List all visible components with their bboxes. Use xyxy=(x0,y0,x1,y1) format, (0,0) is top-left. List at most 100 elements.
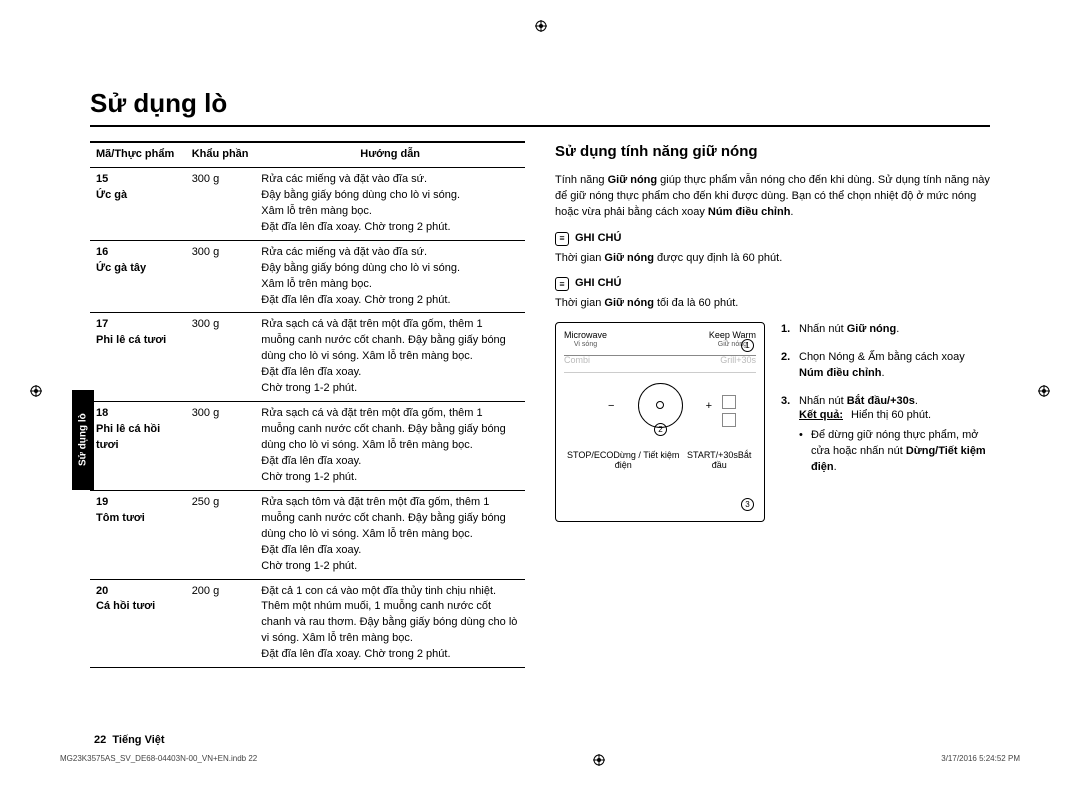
note-icon: ≡ xyxy=(555,232,569,246)
panel-start: START/+30sBắt đầu xyxy=(682,451,756,471)
side-tab: Sử dụng lò xyxy=(72,390,94,490)
cell-portion: 250 g xyxy=(186,490,256,579)
text: START/+30s xyxy=(687,450,738,460)
cell-portion: 300 g xyxy=(186,240,256,313)
table-row: 16Ức gà tây300 gRửa các miếng và đặt vào… xyxy=(90,240,525,313)
table-row: 17Phi lê cá tươi300 gRửa sạch cá và đặt … xyxy=(90,313,525,402)
table-row: 15Ức gà300 gRửa các miếng và đặt vào đĩa… xyxy=(90,167,525,240)
text: tối đa là 60 phút. xyxy=(654,297,738,309)
text: Thời gian xyxy=(555,252,604,264)
panel-dial-area: − + xyxy=(564,383,756,428)
page: Sử dụng lò Sử dụng lò Mã/Thực phẩm Khẩu … xyxy=(0,0,1080,788)
cell-code: 18Phi lê cá hồi tươi xyxy=(90,402,186,491)
lock-icon xyxy=(718,395,736,413)
text: Dừng / Tiết kiệm điện xyxy=(613,450,679,470)
text: Vi sóng xyxy=(564,341,607,349)
page-title: Sử dụng lò xyxy=(90,88,1020,119)
panel-grill: Grill+30s xyxy=(720,356,756,366)
cell-guide: Rửa các miếng và đặt vào đĩa sứ.Đậy bằng… xyxy=(255,240,525,313)
print-footline: MG23K3575AS_SV_DE68-04403N-00_VN+EN.indb… xyxy=(60,754,1020,766)
cell-guide: Rửa các miếng và đặt vào đĩa sứ.Đậy bằng… xyxy=(255,167,525,240)
text: Nhấn nút xyxy=(799,323,847,335)
cell-code: 19Tôm tươi xyxy=(90,490,186,579)
light-icon xyxy=(718,413,736,431)
page-footer: 22 Tiếng Việt xyxy=(94,734,165,746)
text: . xyxy=(915,395,918,407)
cell-portion: 300 g xyxy=(186,313,256,402)
table-row: 20Cá hồi tươi200 gĐặt cả 1 con cá vào mộ… xyxy=(90,579,525,668)
callout-3: 3 xyxy=(741,498,754,511)
text: Tính năng xyxy=(555,174,608,186)
dial-icon xyxy=(638,383,683,428)
note-label: GHI CHÚ xyxy=(575,231,621,247)
step-1: 1.Nhấn nút Giữ nóng. xyxy=(799,322,990,338)
minus-icon: − xyxy=(608,399,614,415)
cell-guide: Đặt cả 1 con cá vào một đĩa thủy tinh ch… xyxy=(255,579,525,668)
crop-mark-icon xyxy=(1038,385,1050,397)
th-guide: Hướng dẫn xyxy=(255,142,525,167)
cell-portion: 300 g xyxy=(186,167,256,240)
text: Chọn Nóng & Ấm bằng cách xoay xyxy=(799,351,965,363)
cell-code: 20Cá hồi tươi xyxy=(90,579,186,668)
page-number: 22 xyxy=(94,734,106,746)
text: Núm điều chỉnh xyxy=(799,367,882,379)
right-column: Sử dụng tính năng giữ nóng Tính năng Giữ… xyxy=(555,141,990,668)
text: . xyxy=(882,367,885,379)
note-text-2: Thời gian Giữ nóng tối đa là 60 phút. xyxy=(555,296,990,312)
text: Microwave xyxy=(564,330,607,340)
cell-portion: 200 g xyxy=(186,579,256,668)
note-icon: ≡ xyxy=(555,277,569,291)
crop-mark-icon xyxy=(593,754,605,766)
text: Giữ nóng xyxy=(608,174,658,186)
title-rule xyxy=(90,125,990,127)
crop-mark-icon xyxy=(30,385,42,397)
note-heading: ≡ GHI CHÚ xyxy=(555,231,990,247)
text: Nhấn nút xyxy=(799,395,847,407)
cell-portion: 300 g xyxy=(186,402,256,491)
text: được quy định là 60 phút. xyxy=(654,252,782,264)
text: Núm điều chỉnh xyxy=(708,206,791,218)
panel-row: MicrowaveVi sóng Keep WarmGiữ nóng Combi… xyxy=(555,322,990,522)
cell-code: 17Phi lê cá tươi xyxy=(90,313,186,402)
cell-guide: Rửa sạch cá và đặt trên một đĩa gốm, thê… xyxy=(255,313,525,402)
steps-list: 1.Nhấn nút Giữ nóng. 2.Chọn Nóng & Ấm bằ… xyxy=(781,322,990,522)
text: Giữ nóng xyxy=(604,252,654,264)
cell-guide: Rửa sạch tôm và đặt trên một đĩa gốm, th… xyxy=(255,490,525,579)
cell-code: 16Ức gà tây xyxy=(90,240,186,313)
th-code: Mã/Thực phẩm xyxy=(90,142,186,167)
text: Bắt đầu/+30s xyxy=(847,395,915,407)
panel-stop: STOP/ECODừng / Tiết kiệm điện xyxy=(564,451,682,471)
cell-guide: Rửa sạch cá và đặt trên một đĩa gốm, thê… xyxy=(255,402,525,491)
crop-mark-icon xyxy=(535,20,547,32)
note-label: GHI CHÚ xyxy=(575,276,621,292)
food-table: Mã/Thực phẩm Khẩu phần Hướng dẫn 15Ức gà… xyxy=(90,141,525,668)
text: Giữ nóng xyxy=(604,297,654,309)
note-text-1: Thời gian Giữ nóng được quy định là 60 p… xyxy=(555,251,990,267)
step-2: 2.Chọn Nóng & Ấm bằng cách xoay Núm điều… xyxy=(799,350,990,382)
text: . xyxy=(834,461,837,473)
plus-icon: + xyxy=(706,399,712,415)
control-panel-illustration: MicrowaveVi sóng Keep WarmGiữ nóng Combi… xyxy=(555,322,765,522)
th-portion: Khẩu phần xyxy=(186,142,256,167)
result-label: Kết quả: xyxy=(799,408,843,424)
table-row: 19Tôm tươi250 gRửa sạch tôm và đặt trên … xyxy=(90,490,525,579)
intro-paragraph: Tính năng Giữ nóng giúp thực phẩm vẫn nó… xyxy=(555,173,990,221)
cell-code: 15Ức gà xyxy=(90,167,186,240)
table-row: 18Phi lê cá hồi tươi300 gRửa sạch cá và … xyxy=(90,402,525,491)
section-title: Sử dụng tính năng giữ nóng xyxy=(555,141,990,163)
result-line: Kết quả: Hiển thị 60 phút. xyxy=(781,408,990,424)
left-column: Mã/Thực phẩm Khẩu phần Hướng dẫn 15Ức gà… xyxy=(90,141,525,668)
page-lang: Tiếng Việt xyxy=(112,734,164,746)
text: Giữ nóng xyxy=(847,323,897,335)
text: . xyxy=(790,206,793,218)
panel-combi: Combi xyxy=(564,356,590,366)
step-3: 3.Nhấn nút Bắt đầu/+30s. xyxy=(799,394,990,410)
footline-file: MG23K3575AS_SV_DE68-04403N-00_VN+EN.indb… xyxy=(60,754,257,766)
footline-date: 3/17/2016 5:24:52 PM xyxy=(941,754,1020,766)
content-columns: Mã/Thực phẩm Khẩu phần Hướng dẫn 15Ức gà… xyxy=(90,141,990,668)
text: Thời gian xyxy=(555,297,604,309)
text: . xyxy=(896,323,899,335)
result-text: Hiển thị 60 phút. xyxy=(851,408,931,424)
note-heading: ≡ GHI CHÚ xyxy=(555,276,990,292)
callout-2: 2 xyxy=(654,423,667,436)
